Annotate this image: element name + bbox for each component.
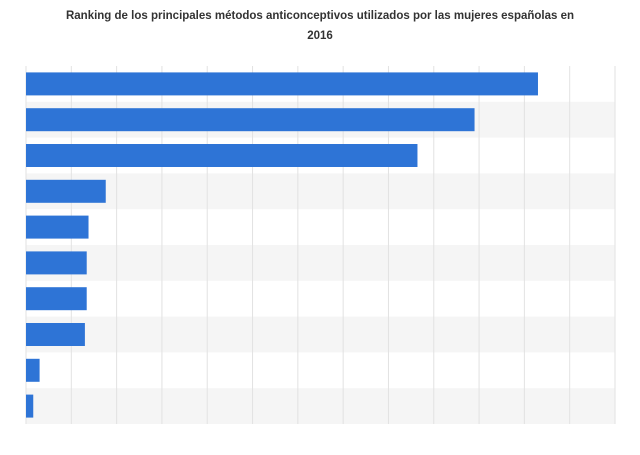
bar-7 [26,287,87,311]
chart-title: Ranking de los principales métodos antic… [65,10,575,42]
bar-2 [26,108,475,132]
bar-3 [26,144,418,167]
row-band [26,316,615,353]
bar-5 [26,215,89,239]
bar-9 [26,358,40,382]
bar-10 [26,394,34,418]
row-band [26,173,615,210]
bar-1 [26,72,538,96]
bar-8 [26,323,85,346]
row-band [26,388,615,424]
bar-6 [26,251,87,275]
row-band [26,245,615,281]
bar-4 [26,179,106,203]
